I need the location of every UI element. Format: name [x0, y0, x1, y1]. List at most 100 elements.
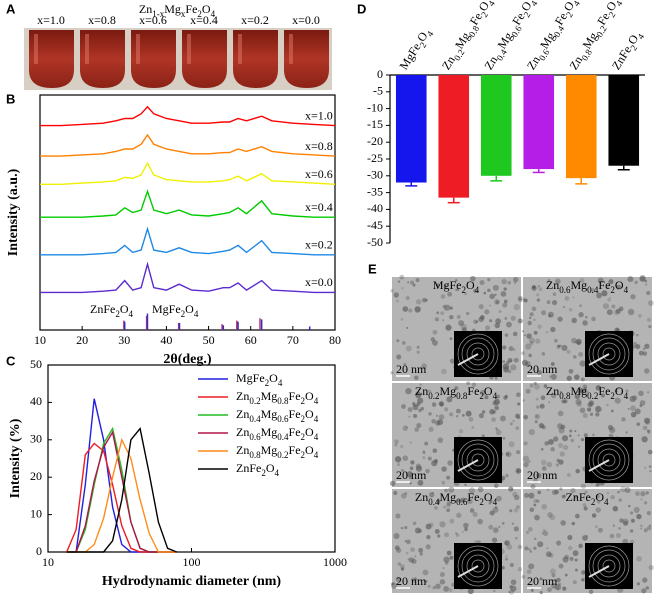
- particle: [611, 304, 616, 309]
- panel-title: Zn1-xMgxFe2O4: [139, 2, 216, 19]
- particle: [517, 567, 523, 572]
- particle: [546, 461, 553, 468]
- particle: [454, 385, 459, 390]
- particle: [627, 407, 630, 410]
- saed-ring: [457, 439, 499, 481]
- particle: [515, 392, 521, 398]
- particle: [422, 569, 429, 576]
- particle: [537, 541, 544, 548]
- particle: [597, 500, 601, 504]
- saed-ring: [588, 333, 630, 375]
- particle: [446, 501, 452, 506]
- particle: [618, 527, 621, 530]
- sample-label: x=0.0: [292, 13, 320, 27]
- particle: [405, 387, 412, 395]
- particle: [414, 306, 421, 313]
- particle: [610, 494, 615, 500]
- particle: [545, 551, 552, 557]
- particle: [554, 489, 559, 495]
- particle: [578, 543, 583, 549]
- particle: [558, 427, 565, 434]
- particle: [530, 588, 534, 592]
- particle: [504, 333, 509, 337]
- particle: [609, 533, 615, 539]
- particle: [405, 426, 409, 429]
- particle: [533, 537, 537, 540]
- particle: [464, 483, 467, 487]
- reference-label: ZnFe2O4: [90, 302, 134, 319]
- vial-shine: [289, 34, 293, 64]
- particle: [479, 280, 485, 286]
- particle: [560, 424, 566, 430]
- particle: [584, 490, 588, 494]
- particle: [475, 320, 479, 323]
- category-label: Zn0.2Mg0.8Fe2O4: [439, 0, 497, 74]
- particle: [512, 348, 516, 352]
- particle: [639, 404, 643, 408]
- saed-ring: [592, 337, 626, 371]
- x-tick-label: 70: [287, 333, 299, 347]
- particle: [513, 508, 519, 513]
- particle: [517, 295, 523, 301]
- particle: [515, 413, 521, 419]
- particle: [568, 368, 574, 374]
- particle: [393, 292, 399, 298]
- particle: [630, 411, 637, 418]
- particle: [516, 505, 520, 509]
- particle: [584, 315, 588, 319]
- particle: [481, 410, 486, 414]
- particle: [525, 388, 531, 394]
- particle: [528, 547, 532, 552]
- particle: [410, 547, 416, 553]
- particle: [489, 409, 495, 415]
- particle: [494, 376, 498, 380]
- vial: [131, 30, 176, 88]
- particle: [458, 320, 465, 326]
- particle: [528, 563, 535, 570]
- particle: [546, 547, 549, 550]
- particle: [444, 304, 451, 311]
- particle: [537, 490, 542, 495]
- particle: [557, 582, 562, 587]
- particle: [405, 539, 411, 545]
- particle: [496, 495, 502, 502]
- particle: [508, 346, 514, 352]
- particle: [436, 499, 441, 504]
- particle: [521, 351, 525, 356]
- x-tick-label: 60: [245, 333, 257, 347]
- particle: [572, 296, 575, 299]
- particle: [647, 300, 654, 307]
- particle: [647, 391, 650, 394]
- particle: [434, 506, 438, 510]
- particle: [419, 552, 423, 556]
- particle: [505, 473, 509, 478]
- particle: [484, 395, 489, 400]
- particle: [640, 491, 646, 497]
- particle: [513, 276, 519, 283]
- particle: [399, 274, 405, 280]
- x-tick-label: 1000: [323, 555, 347, 569]
- saed-ring: [602, 559, 616, 573]
- particle: [595, 385, 602, 391]
- particle: [512, 331, 518, 337]
- tem-image: Zn0.4Mg0.6Fe2O4 20 nm: [390, 486, 523, 595]
- particle: [541, 424, 546, 429]
- particle: [415, 278, 420, 283]
- particle: [510, 315, 516, 321]
- saed-ring: [461, 337, 495, 371]
- particle: [644, 343, 650, 349]
- legend-label: ZnFe2O4: [236, 461, 280, 478]
- y-tick-label: 20: [30, 469, 42, 483]
- particle: [429, 522, 434, 528]
- particle: [412, 521, 417, 526]
- particle: [484, 309, 490, 315]
- particle: [390, 288, 395, 293]
- legend-label: Zn0.2Mg0.8Fe2O4: [236, 389, 319, 406]
- particle: [458, 429, 464, 434]
- particle: [569, 429, 573, 433]
- particle: [560, 520, 566, 526]
- particle: [426, 534, 431, 540]
- particle: [559, 451, 565, 457]
- particle: [415, 465, 423, 472]
- particle: [644, 417, 651, 424]
